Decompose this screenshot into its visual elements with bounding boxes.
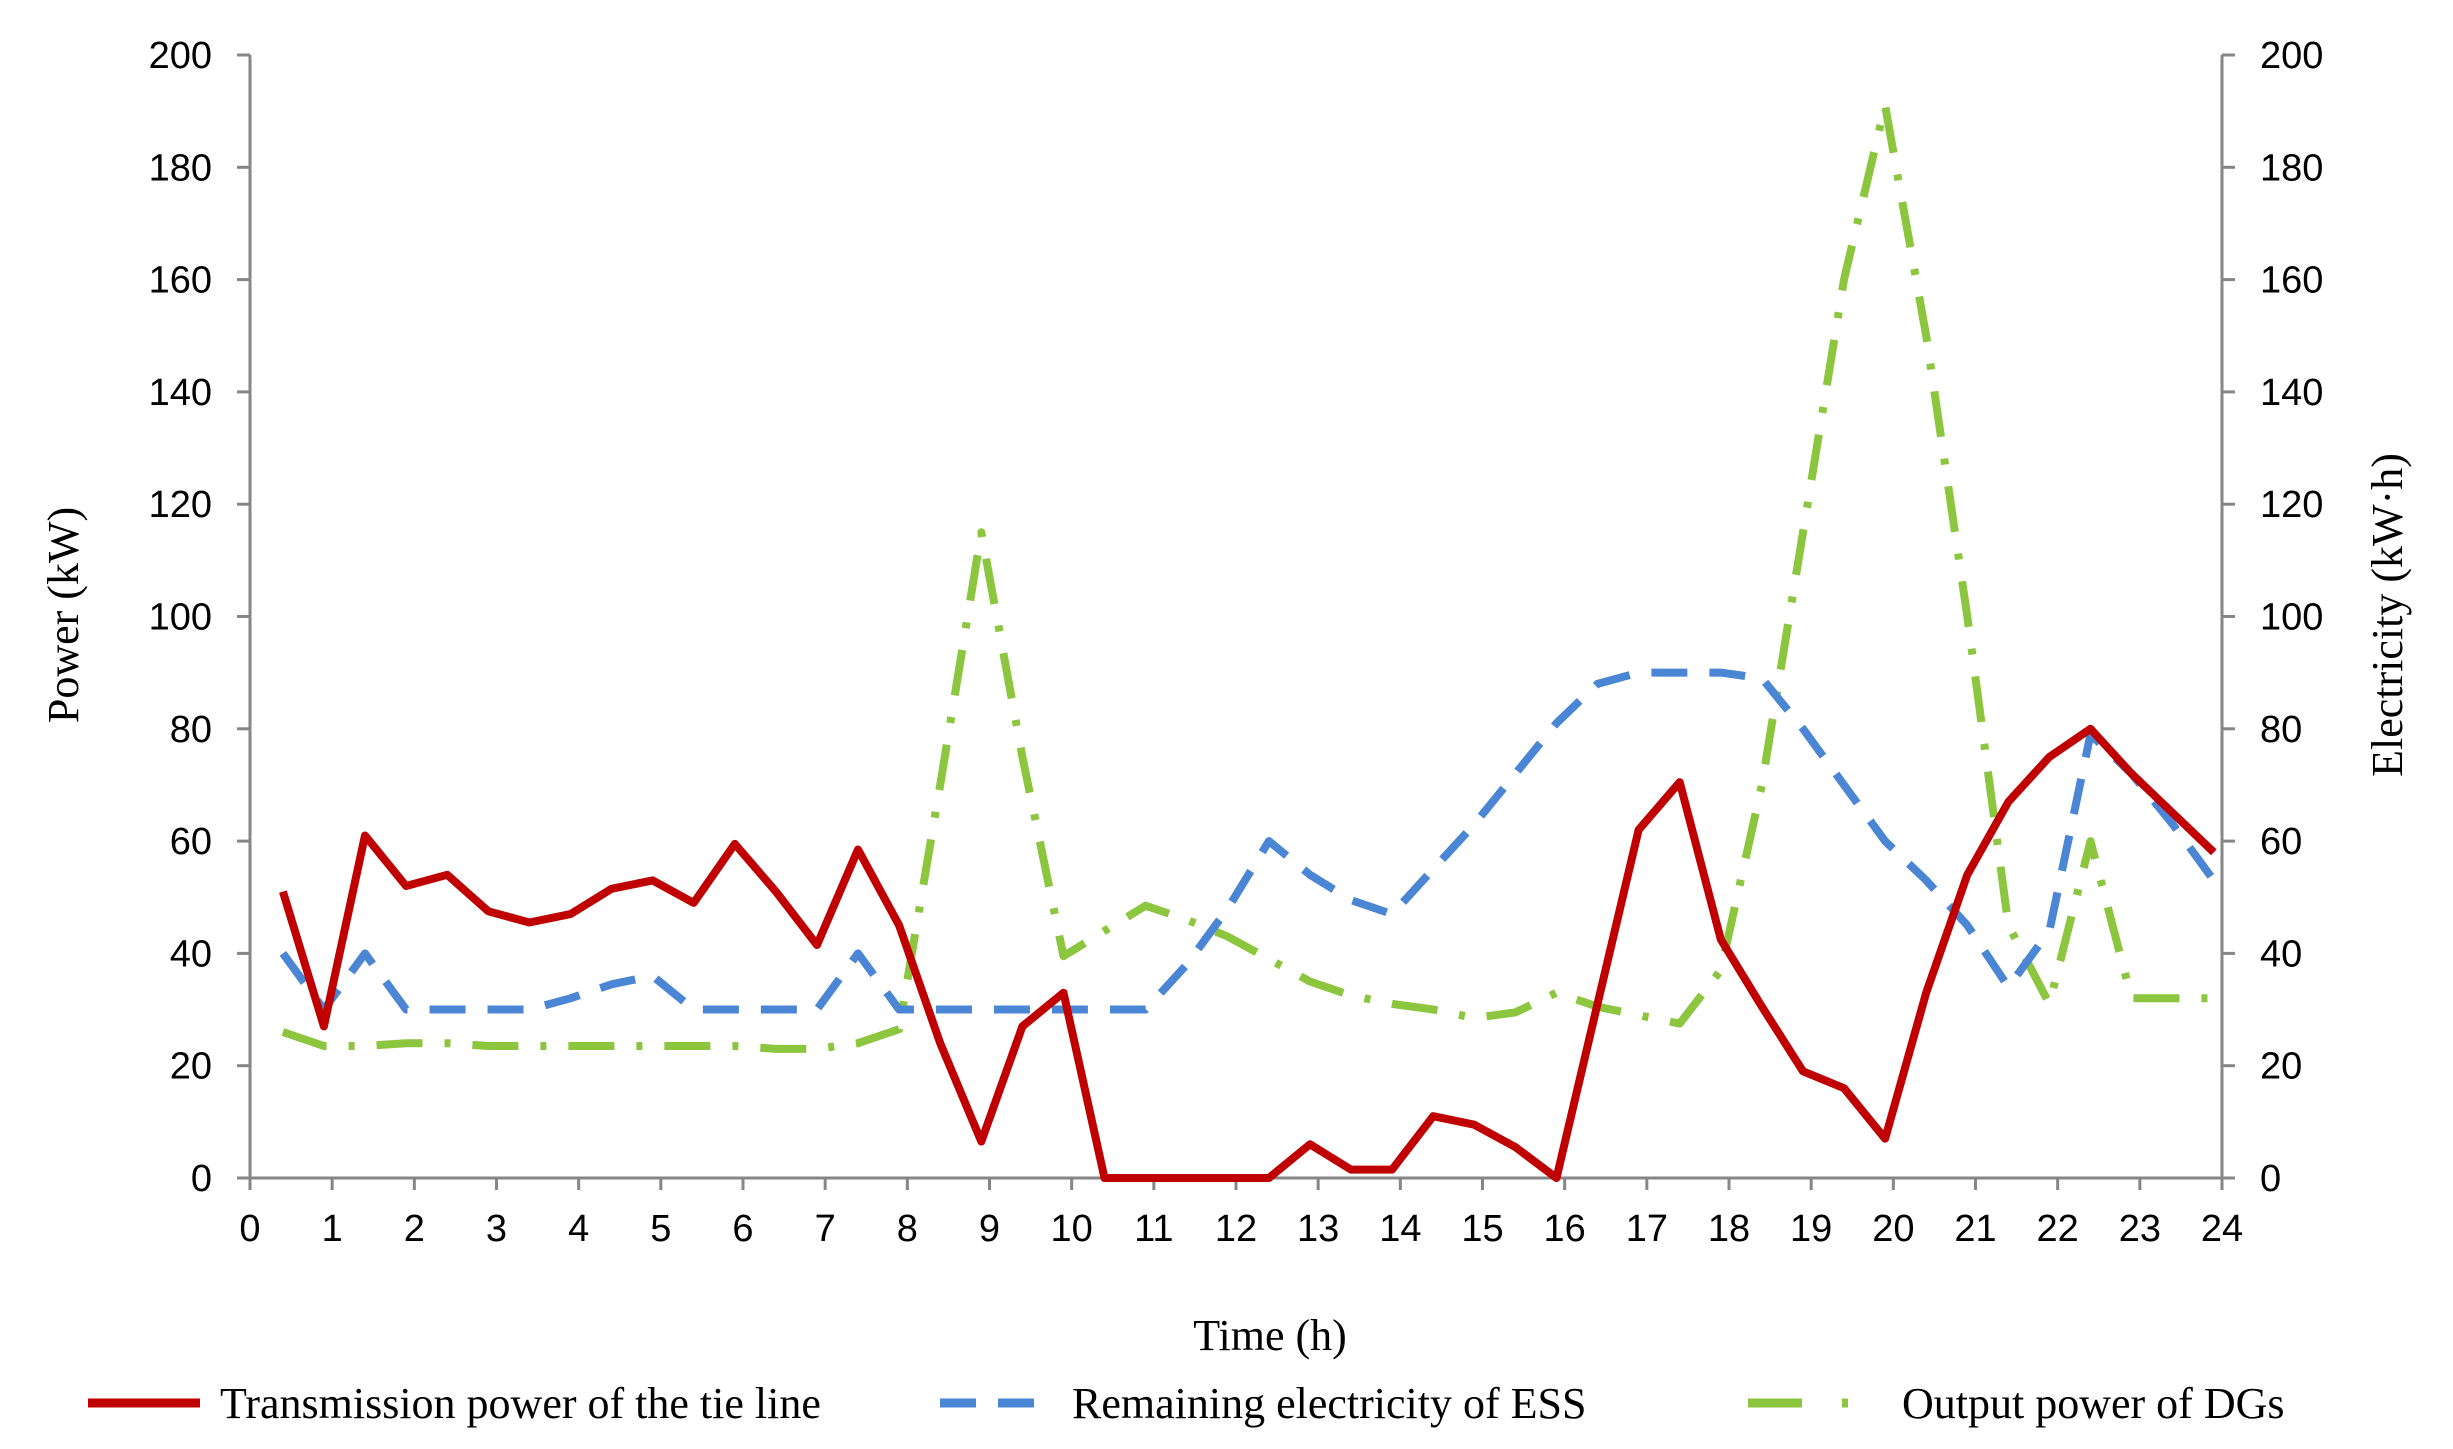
series-line-dgs [281,101,2214,1053]
y2-tick-label: 40 [2260,933,2302,975]
x-tick-label: 19 [1790,1208,1832,1250]
x-tick-label: 17 [1626,1208,1668,1250]
x-tick-label: 2 [404,1208,425,1250]
series-lines [279,101,2218,1182]
x-tick-label: 9 [979,1208,1000,1250]
legend-label-ess: Remaining electricity of ESS [1072,1379,1586,1428]
y-tick-label: 80 [170,709,212,751]
x-tick-label: 23 [2119,1208,2161,1250]
y-tick-label: 0 [191,1158,212,1200]
y-tick-label: 20 [170,1046,212,1088]
x-tick-label: 20 [1872,1208,1914,1250]
x-tick-label: 3 [486,1208,507,1250]
y2-tick-label: 100 [2260,597,2323,639]
legend: Transmission power of the tie line Remai… [88,1379,2285,1428]
x-tick-label: 1 [322,1208,343,1250]
x-tick-label: 4 [568,1208,589,1250]
series-line-tie-line [279,724,2217,1182]
y2-tick-label: 20 [2260,1046,2302,1088]
y-axis-label: Power (kW) [39,507,88,723]
y2-tick-label: 180 [2260,147,2323,189]
x-tick-label: 7 [815,1208,836,1250]
y2-tick-label: 200 [2260,35,2323,77]
legend-label-tie-line: Transmission power of the tie line [220,1379,821,1428]
series-line-ess [279,668,2218,1014]
x-axis-label: Time (h) [1193,1311,1347,1360]
y-tick-label: 60 [170,821,212,863]
y-tick-label: 200 [149,35,212,77]
y-tick-label: 180 [149,147,212,189]
x-tick-label: 6 [732,1208,753,1250]
x-tick-label: 18 [1708,1208,1750,1250]
x-tick-label: 21 [1954,1208,1996,1250]
x-tick-label: 10 [1051,1208,1093,1250]
y-tick-label: 40 [170,933,212,975]
x-tick-label: 8 [897,1208,918,1250]
x-tick-label: 13 [1297,1208,1339,1250]
x-tick-label: 22 [2037,1208,2079,1250]
tick-labels: 0 1 2 3 4 5 6 7 8 9 10 11 12 13 14 15 16 17 18 19 20 21 22 23 24… [149,35,2324,1250]
x-tick-label: 14 [1379,1208,1421,1250]
y-tick-label: 160 [149,260,212,302]
legend-label-dgs: Output power of DGs [1902,1379,2285,1428]
y2-tick-label: 140 [2260,372,2323,414]
x-tick-label: 24 [2201,1208,2243,1250]
y2-tick-label: 80 [2260,709,2302,751]
axes [237,53,2235,1190]
y2-tick-label: 120 [2260,484,2323,526]
y2-tick-label: 60 [2260,821,2302,863]
x-tick-label: 15 [1461,1208,1503,1250]
x-tick-label: 16 [1544,1208,1586,1250]
y2-axis-label: Electricity (kW·h) [2363,453,2412,777]
x-tick-label: 5 [650,1208,671,1250]
y2-tick-label: 160 [2260,260,2323,302]
y-tick-label: 140 [149,372,212,414]
y-tick-label: 120 [149,484,212,526]
y-tick-label: 100 [149,597,212,639]
x-tick-label: 11 [1134,1208,1173,1250]
x-tick-label: 12 [1215,1208,1257,1250]
y2-tick-label: 0 [2260,1158,2281,1200]
x-tick-label: 0 [239,1208,260,1250]
